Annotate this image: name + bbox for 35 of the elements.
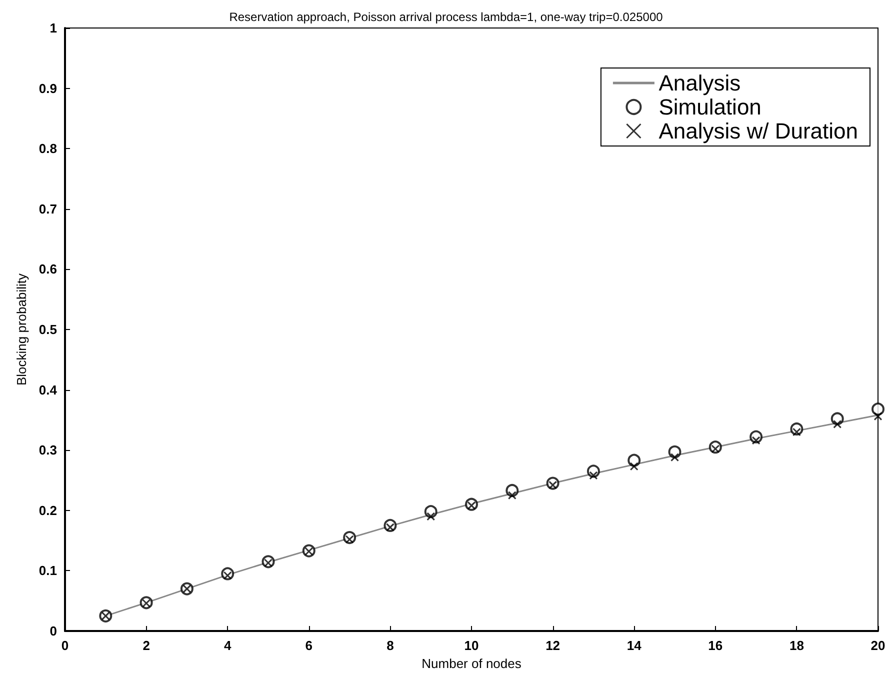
chart-title: Reservation approach, Poisson arrival process lambda=1, one-way trip=0.025000 (229, 10, 664, 24)
legend-label: Analysis w/ Duration (658, 118, 858, 144)
y-tick-label: 0.9 (38, 80, 57, 96)
y-tick-label: 0.7 (38, 201, 57, 216)
point (426, 512, 436, 521)
x-tick-label: 14 (626, 638, 642, 653)
y-tick-label: 0.6 (38, 262, 57, 277)
y-tick-label: 0.5 (38, 322, 57, 337)
y-tick-label: 0.3 (38, 442, 57, 458)
y-tick-label: 1 (50, 20, 57, 36)
x-tick-label: 6 (305, 638, 313, 653)
x-axis-title: Number of nodes (422, 656, 522, 671)
point (872, 402, 884, 416)
y-tick-label: 0.1 (38, 563, 57, 578)
x-tick-label: 0 (61, 638, 69, 653)
point (508, 491, 516, 500)
y-axis-title: Blocking probability (14, 273, 30, 386)
x-tick-label: 12 (546, 638, 560, 653)
point (833, 420, 842, 428)
legend-label: Analysis (658, 70, 741, 96)
legend-label: Simulation (658, 94, 762, 120)
x-tick-label: 20 (870, 638, 886, 653)
x-tick-label: 8 (386, 638, 394, 653)
x-tick-label: 18 (789, 638, 804, 653)
point (874, 412, 882, 421)
x-tick-label: 4 (224, 638, 232, 653)
x-tick-label: 10 (464, 638, 479, 653)
y-tick-label: 0.2 (38, 502, 57, 518)
point (670, 453, 679, 462)
y-tick-label: 0.8 (38, 141, 57, 156)
y-tick-label: 0 (50, 624, 57, 638)
y-tick-label: 0.4 (38, 382, 58, 398)
point (630, 462, 638, 471)
x-tick-label: 2 (142, 638, 150, 653)
x-tick-label: 16 (708, 638, 723, 653)
